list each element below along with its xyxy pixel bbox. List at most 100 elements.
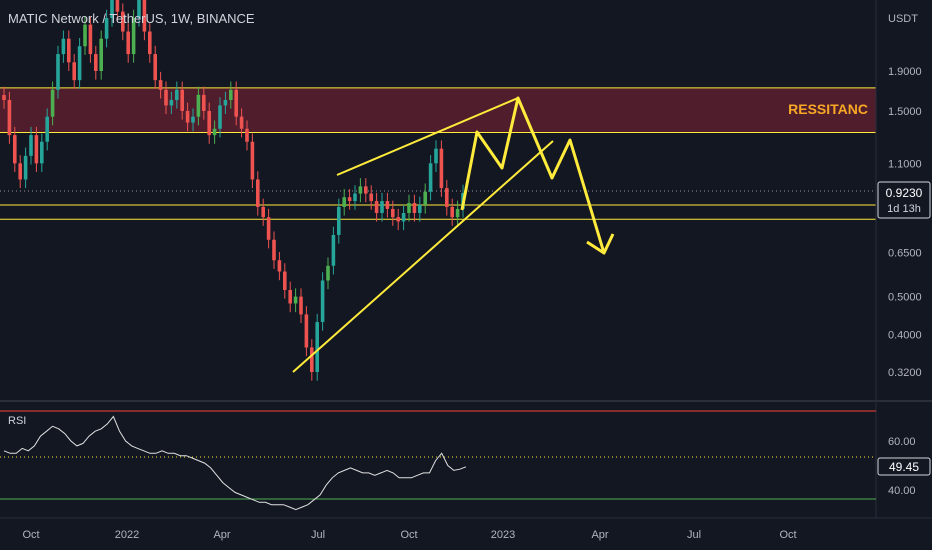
candle-body xyxy=(77,46,82,81)
time-tick: 2022 xyxy=(115,529,139,541)
candle-body xyxy=(50,89,55,117)
candle-body xyxy=(412,202,417,213)
candle-body xyxy=(423,191,427,205)
price-tick: 0.3200 xyxy=(888,367,922,379)
candle-body xyxy=(256,179,260,207)
candle-body xyxy=(153,54,157,81)
candle-body xyxy=(45,116,49,142)
rsi-value-badge xyxy=(877,457,931,476)
candle-body xyxy=(401,212,406,222)
candle-body xyxy=(110,0,114,18)
rsi-tick-60: 60.00 xyxy=(888,436,916,448)
candle-body xyxy=(196,94,201,117)
candlestick-series xyxy=(2,0,465,381)
price-tick: 1.9000 xyxy=(888,66,922,78)
candle-body xyxy=(455,208,460,218)
candle-body xyxy=(131,17,136,55)
chart-title: MATIC Network / TetherUS, 1W, BINANCE xyxy=(8,11,255,26)
candle-body xyxy=(34,135,39,164)
candle-body xyxy=(99,38,103,71)
candle-body xyxy=(374,201,379,213)
time-tick: 2023 xyxy=(491,529,515,541)
candle-body xyxy=(315,322,319,372)
rsi-pane: RSI 60.00 40.00 49.45 xyxy=(0,410,931,511)
candle-body xyxy=(126,31,130,55)
candle-body xyxy=(407,202,411,213)
candle-body xyxy=(326,265,330,281)
time-tick: Jul xyxy=(311,529,325,541)
candle-body xyxy=(212,128,217,136)
candle-body xyxy=(104,17,109,39)
candle-body xyxy=(202,94,206,111)
price-tick: 0.5000 xyxy=(888,292,922,304)
candle-body xyxy=(2,95,6,101)
candle-body xyxy=(364,186,368,194)
candle-body xyxy=(299,296,303,315)
candle-body xyxy=(13,135,17,164)
candle-body xyxy=(434,148,438,164)
projection-arrowhead-icon xyxy=(586,233,615,255)
candle-body xyxy=(445,188,449,207)
candle-body xyxy=(88,24,93,55)
candle-body xyxy=(277,260,282,272)
candle-body xyxy=(342,197,346,207)
candle-body xyxy=(7,100,12,136)
candle-body xyxy=(337,206,341,235)
candle-body xyxy=(418,204,422,213)
candle-body xyxy=(115,0,120,12)
resistance-zone xyxy=(0,87,876,133)
candle-body xyxy=(29,135,33,156)
candle-body xyxy=(450,206,454,218)
candle-body xyxy=(148,31,152,55)
time-tick: Oct xyxy=(779,529,796,541)
candle-body xyxy=(250,141,255,180)
candle-body xyxy=(266,217,271,240)
rsi-title: RSI xyxy=(8,415,26,427)
bar-countdown: 1d 13h xyxy=(887,203,921,215)
candle-body xyxy=(207,110,211,136)
candle-body xyxy=(293,296,298,304)
candle-body xyxy=(223,100,228,106)
candle-body xyxy=(83,24,87,47)
last-price-badge xyxy=(877,181,931,219)
rsi-tick-40: 40.00 xyxy=(888,485,916,497)
candle-body xyxy=(245,128,249,142)
price-tick: 0.6500 xyxy=(888,247,922,259)
candle-body xyxy=(218,105,222,129)
candle-body xyxy=(121,11,125,32)
candle-body xyxy=(304,314,309,348)
rsi-value: 49.45 xyxy=(889,460,919,474)
candle-body xyxy=(358,186,363,194)
candle-body xyxy=(396,217,400,222)
candle-body xyxy=(18,163,22,180)
candle-body xyxy=(272,239,276,261)
candle-body xyxy=(347,197,352,202)
time-tick: Oct xyxy=(22,529,39,541)
candle-body xyxy=(239,116,244,129)
candle-body xyxy=(67,38,71,63)
projected-path-line xyxy=(460,96,606,254)
candle-body xyxy=(72,62,76,81)
candle-body xyxy=(391,208,395,218)
candle-body xyxy=(40,141,44,164)
price-axis: 1.90001.50001.10000.85000.65000.50000.40… xyxy=(888,66,922,379)
candle-body xyxy=(169,100,174,106)
candle-body xyxy=(137,0,141,18)
time-axis: Oct 2022 Apr Jul Oct 2023 Apr Jul Oct xyxy=(22,529,796,541)
time-tick: Jul xyxy=(687,529,701,541)
candle-body xyxy=(234,89,238,117)
resistance-label: RESSITANC xyxy=(788,101,868,117)
last-price-value: 0.9230 xyxy=(886,186,923,200)
candle-body xyxy=(353,193,357,202)
time-tick: Apr xyxy=(591,529,608,541)
candle-body xyxy=(283,271,287,290)
candle-body xyxy=(320,280,325,323)
rising-wedge-lower-line xyxy=(292,140,554,373)
time-tick: Apr xyxy=(213,529,230,541)
candle-body xyxy=(164,89,168,106)
price-tick: 1.1000 xyxy=(888,158,922,170)
price-tick: 0.4000 xyxy=(888,329,922,341)
candle-body xyxy=(261,206,265,218)
